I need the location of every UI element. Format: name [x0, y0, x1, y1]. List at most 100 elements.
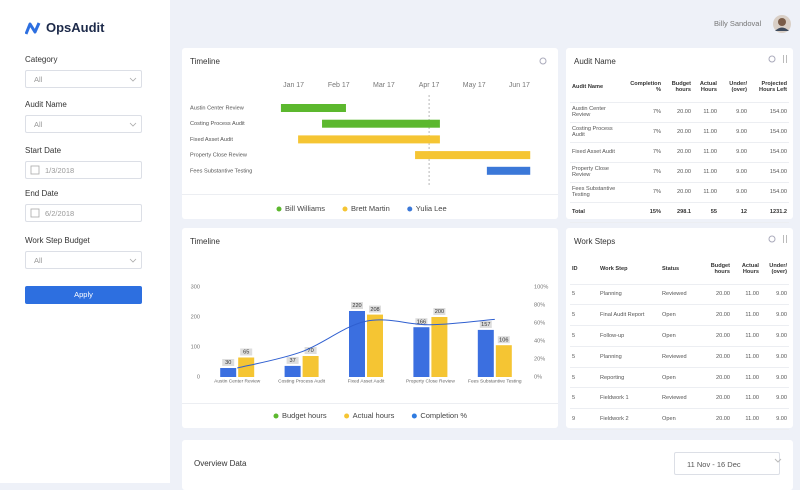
column-header: Budget hours: [710, 262, 730, 275]
table-cell: Austin Center Review: [572, 106, 606, 118]
table-cell: Planning: [600, 353, 622, 360]
filter-field[interactable]: All: [25, 251, 142, 269]
filter-field[interactable]: All: [25, 115, 142, 133]
panel-title: Audit Name: [574, 57, 616, 66]
table-cell: 7%: [652, 129, 661, 135]
table-row: 5 Planning Reviewed 20.00 11.00 9.00: [570, 346, 789, 368]
table-row: 5 Final Audit Report Open 20.00 11.00 9.00: [570, 305, 789, 326]
table-cell: 9.00: [776, 395, 787, 402]
table-cell: 5: [572, 332, 576, 339]
table-row: 5 Reporting Open 20.00 11.00 9.00: [570, 367, 789, 388]
column-header: Projected Hours Left: [759, 80, 787, 93]
table-cell: 11.00: [745, 374, 759, 381]
chart-panel: Timeline: [182, 228, 558, 428]
table-cell: 11.00: [745, 416, 759, 423]
table-cell: Final Audit Report: [600, 312, 645, 319]
column-header: Budget hours: [671, 80, 691, 93]
avatar[interactable]: [772, 14, 792, 34]
table-cell: 9.00: [776, 312, 787, 319]
table-row: 5 Fieldwork 1 Reviewed 20.00 11.00 9.00: [570, 388, 789, 409]
table-row: Property Close Review 7% 20.00 11.00 9.00 154…: [570, 162, 789, 182]
table-cell: 11.00: [703, 169, 717, 175]
table-cell: 11.00: [745, 291, 759, 298]
table-cell: 11.00: [745, 395, 759, 402]
logo-icon: [25, 22, 41, 35]
column-header: Actual Hours: [699, 80, 717, 93]
audit-panel: Audit Name Audit Name Completion % Budget …: [566, 48, 793, 222]
header-row: ID Work Step Status Budget hours Actual Hour…: [570, 254, 789, 284]
filter-label: Work Step Budget: [25, 236, 90, 245]
table-cell: 7%: [652, 169, 661, 175]
table-cell: 11.00: [703, 109, 717, 115]
table-cell: 11.00: [745, 353, 759, 360]
table-cell: Open: [662, 416, 676, 423]
table-cell: 11.00: [703, 189, 717, 195]
table-cell: 9.00: [776, 332, 787, 339]
audit-table: Audit Name Completion % Budget hours Actual…: [570, 72, 789, 223]
table-cell: Open: [662, 312, 676, 319]
table-row: Fixed Asset Audit 7% 20.00 11.00 9.00 154.00: [570, 142, 789, 162]
table-cell: 7%: [652, 149, 661, 155]
panel-title: Timeline: [190, 57, 220, 66]
apply-button[interactable]: Apply: [25, 286, 142, 304]
table-cell: 20.00: [716, 416, 730, 423]
table-cell: 20.00: [677, 169, 691, 175]
table-cell: 11.00: [703, 129, 717, 135]
table-cell: 298.1: [677, 209, 691, 215]
work-steps-panel: Work Steps ID Work Step Status Budget hours…: [566, 228, 793, 430]
table-cell: 11.00: [703, 149, 717, 155]
table-cell: 20.00: [677, 129, 691, 135]
table-cell: Reviewed: [662, 395, 687, 402]
table-cell: 20.00: [716, 312, 730, 319]
filter-label: End Date: [25, 189, 59, 198]
table-cell: 154.00: [769, 129, 787, 135]
table-cell: 9.00: [776, 374, 787, 381]
table-cell: Fixed Asset Audit: [572, 149, 615, 155]
table-row: Austin Center Review 7% 20.00 11.00 9.00 154.…: [570, 102, 789, 122]
table-cell: 11.00: [745, 332, 759, 339]
table-cell: Total: [572, 209, 585, 215]
table-row: Fees Substantive Testing 7% 20.00 11.00 9.00…: [570, 182, 789, 202]
table-cell: Fees Substantive Testing: [572, 186, 616, 198]
table-cell: Costing Process Audit: [572, 126, 613, 138]
filter-field[interactable]: 6/2/2018: [25, 204, 142, 222]
table-cell: 20.00: [716, 332, 730, 339]
table-cell: Reporting: [600, 374, 625, 381]
table-cell: 55: [710, 209, 717, 215]
filter-label: Audit Name: [25, 100, 67, 109]
panel-title: Timeline: [190, 237, 220, 246]
filter-field[interactable]: 1/3/2018: [25, 161, 142, 179]
table-row: 9 Fieldwork 2 Open 20.00 11.00 9.00: [570, 409, 789, 430]
table-cell: 11.00: [745, 312, 759, 319]
filter-label: Category: [25, 55, 58, 64]
table-cell: 9.00: [736, 129, 747, 135]
table-cell: 9.00: [736, 169, 747, 175]
column-header: Completion %: [630, 80, 661, 93]
table-cell: 5: [572, 353, 576, 360]
table-cell: 9.00: [736, 109, 747, 115]
table-cell: 1231.2: [769, 209, 787, 215]
table-cell: Fieldwork 1: [600, 395, 629, 402]
date-range[interactable]: 11 Nov - 16 Dec: [674, 452, 780, 475]
column-header: Work Step: [600, 265, 628, 272]
table-cell: Planning: [600, 291, 622, 298]
table-cell: 20.00: [677, 109, 691, 115]
table-cell: 20.00: [677, 189, 691, 195]
column-header: ID: [572, 265, 578, 272]
panel-title: Work Steps: [574, 237, 616, 246]
column-header: Under/ (over): [769, 262, 787, 275]
table-cell: 20.00: [716, 395, 730, 402]
table-cell: 5: [572, 374, 576, 381]
panel-title: Overview Data: [194, 459, 247, 468]
table-cell: 154.00: [769, 149, 787, 155]
table-cell: 7%: [652, 109, 661, 115]
sidebar: OpsAudit Category All Audit Name All Start D…: [0, 0, 170, 483]
table-row: 5 Planning Reviewed 20.00 11.00 9.00: [570, 284, 789, 305]
table-cell: Open: [662, 374, 676, 381]
filter-field[interactable]: All: [25, 70, 142, 88]
divider: [182, 403, 558, 404]
table-cell: 154.00: [769, 109, 787, 115]
table-row: Costing Process Audit 7% 20.00 11.00 9.00 154…: [570, 122, 789, 142]
table-cell: 20.00: [716, 353, 730, 360]
table-cell: 9.00: [736, 149, 747, 155]
